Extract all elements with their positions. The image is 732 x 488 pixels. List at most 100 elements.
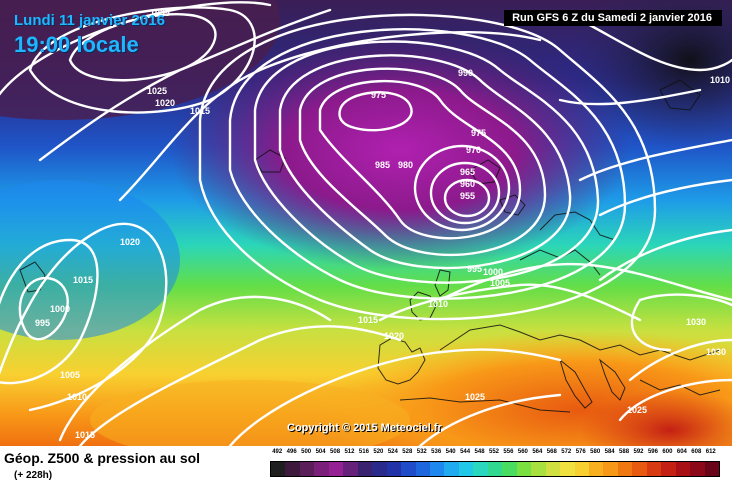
- color-scale-label: 604: [676, 449, 687, 455]
- isobar-label: 1020: [155, 98, 175, 108]
- color-scale-swatch: [314, 462, 329, 476]
- color-scale-label: 588: [619, 449, 630, 455]
- color-scale-label: 572: [561, 449, 572, 455]
- color-scale-swatch: [299, 462, 315, 476]
- color-scale-swatch: [632, 462, 647, 476]
- color-scale-label: 584: [604, 449, 615, 455]
- color-scale-label: 548: [474, 449, 485, 455]
- color-scale-label: 512: [344, 449, 355, 455]
- isobar-label: 1025: [465, 392, 485, 402]
- color-scale-label: 608: [691, 449, 702, 455]
- color-scale-swatch: [704, 462, 720, 476]
- forecast-date: Lundi 11 janvier 2016: [14, 12, 165, 29]
- isobar-label: 985: [375, 160, 390, 170]
- coastlines: [19, 79, 721, 413]
- isobar-label: 1010: [428, 299, 448, 309]
- isobar-label: 990: [458, 68, 473, 78]
- isobar-label: 1010: [67, 392, 87, 402]
- isobar-label: 1015: [75, 430, 95, 440]
- weather-map-canvas: 1035 1025 1020 1015 990 975 975 970 985 …: [0, 0, 732, 446]
- map-legend: Géop. Z500 & pression au sol (+ 228h) 49…: [0, 446, 732, 488]
- color-scale-swatch: [603, 462, 618, 476]
- color-scale-swatch: [487, 462, 503, 476]
- color-scale-swatch: [285, 462, 300, 476]
- color-scale-swatch: [401, 462, 416, 476]
- isobar-label: 965: [460, 167, 475, 177]
- isobar-label: 1025: [627, 405, 647, 415]
- color-scale-swatch: [675, 462, 691, 476]
- isobar-label: 1025: [147, 86, 167, 96]
- isobar-lines: [0, 1, 732, 446]
- color-scale-swatch: [617, 462, 633, 476]
- model-run-label: Run GFS 6 Z du Samedi 2 janvier 2016: [504, 10, 722, 26]
- color-scale-label: 600: [662, 449, 673, 455]
- color-scale-label: 532: [416, 449, 427, 455]
- color-scale-swatch: [473, 462, 488, 476]
- color-scale-swatch: [516, 462, 532, 476]
- isobar-label: 1035: [150, 8, 170, 18]
- color-scale-swatch: [574, 462, 589, 476]
- isobar-label: 980: [398, 160, 413, 170]
- isobar-label: 1030: [686, 317, 706, 327]
- color-scale-bar: [270, 461, 720, 477]
- color-scale-label: 524: [387, 449, 398, 455]
- legend-subtitle: (+ 228h): [14, 470, 53, 481]
- color-scale-labels: 492 496 500 504 508 512 516 520 524 528 532 536 540 5…: [270, 449, 718, 459]
- isobar-label: 960: [460, 179, 475, 189]
- isobar-label: 1015: [190, 106, 210, 116]
- color-scale-swatch: [415, 462, 430, 476]
- color-scale-label: 560: [517, 449, 528, 455]
- copyright-notice: Copyright © 2015 Meteociel.fr: [287, 422, 442, 434]
- isobar-label: 1030: [706, 347, 726, 357]
- weather-map: 1035 1025 1020 1015 990 975 975 970 985 …: [0, 0, 732, 446]
- color-scale-label: 612: [705, 449, 716, 455]
- color-scale-label: 536: [431, 449, 442, 455]
- color-scale-label: 496: [286, 449, 297, 455]
- color-scale-swatch: [271, 462, 286, 476]
- color-scale-label: 568: [546, 449, 557, 455]
- isobar-label: 995: [467, 264, 482, 274]
- color-scale-swatch: [531, 462, 546, 476]
- color-scale-label: 556: [503, 449, 514, 455]
- isobar-label: 1020: [120, 237, 140, 247]
- isobar-label: 995: [35, 318, 50, 328]
- color-scale-swatch: [661, 462, 676, 476]
- color-scale-label: 596: [647, 449, 658, 455]
- color-scale-swatch: [357, 462, 373, 476]
- isobar-label: 975: [471, 128, 486, 138]
- color-scale-label: 528: [402, 449, 413, 455]
- isobar-label: 1000: [50, 304, 70, 314]
- color-scale-swatch: [444, 462, 459, 476]
- isobar-label: 1015: [73, 275, 93, 285]
- color-scale-label: 500: [301, 449, 312, 455]
- color-scale-label: 516: [358, 449, 369, 455]
- isobar-label: 975: [371, 90, 386, 100]
- color-scale-swatch: [328, 462, 344, 476]
- color-scale-swatch: [502, 462, 517, 476]
- color-scale-label: 580: [590, 449, 601, 455]
- color-scale-swatch: [646, 462, 662, 476]
- isobar-label: 1005: [490, 278, 510, 288]
- isobar-label: 1000: [483, 267, 503, 277]
- color-scale-label: 576: [575, 449, 586, 455]
- color-scale-label: 540: [445, 449, 456, 455]
- color-scale-label: 492: [272, 449, 283, 455]
- color-scale-label: 544: [460, 449, 471, 455]
- color-scale-label: 508: [330, 449, 341, 455]
- color-scale-swatch: [343, 462, 358, 476]
- color-scale-swatch: [386, 462, 402, 476]
- color-scale-label: 552: [488, 449, 500, 455]
- isobar-labels: 1035 1025 1020 1015 990 975 975 970 985 …: [35, 8, 730, 440]
- color-scale-label: 520: [373, 449, 384, 455]
- isobar-label: 1015: [358, 315, 378, 325]
- color-scale-swatch: [545, 462, 561, 476]
- isobar-label: 1005: [60, 370, 80, 380]
- isobar-label: 1020: [384, 331, 404, 341]
- color-scale-swatch: [458, 462, 474, 476]
- color-scale-swatch: [690, 462, 705, 476]
- color-scale-swatch: [588, 462, 604, 476]
- isobar-label: 1010: [710, 75, 730, 85]
- forecast-time: 19:00 locale: [14, 32, 139, 57]
- isobar-label: 970: [466, 145, 481, 155]
- legend-title: Géop. Z500 & pression au sol: [4, 450, 201, 466]
